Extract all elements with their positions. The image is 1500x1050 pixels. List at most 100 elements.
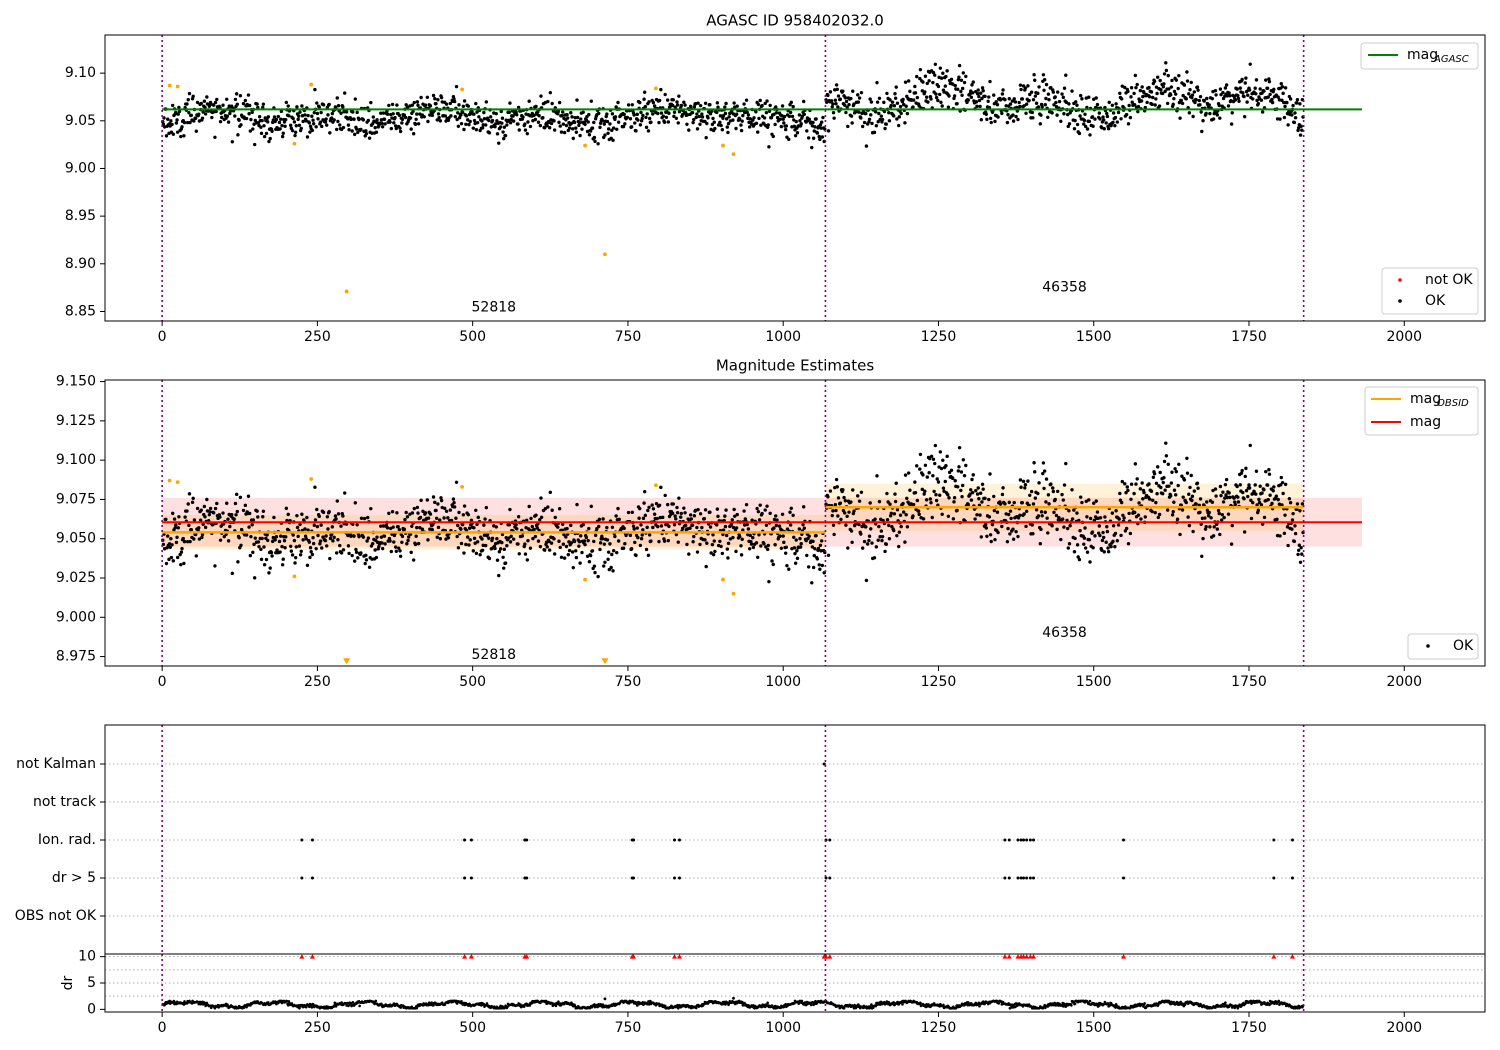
estimates-point: [688, 526, 692, 530]
agasc-point: [1051, 90, 1056, 94]
agasc-point: [897, 115, 902, 119]
agasc-point: [413, 122, 418, 126]
agasc-point: [923, 74, 928, 78]
estimates-point: [273, 538, 277, 542]
agasc-point: [380, 125, 385, 129]
agasc-point: [610, 128, 614, 133]
agasc-point: [244, 116, 249, 121]
agasc-point: [187, 91, 192, 96]
agasc-point: [1064, 73, 1068, 77]
estimates-point: [1281, 491, 1285, 496]
agasc-point: [1298, 102, 1302, 106]
agasc-point: [978, 91, 983, 95]
agasc-point: [179, 134, 183, 139]
dr-point: [601, 1003, 605, 1006]
agasc-point: [887, 119, 892, 123]
agasc-point: [1129, 86, 1134, 90]
agasc-point: [1278, 117, 1282, 121]
estimates-point: [633, 540, 637, 545]
agasc-point: [370, 131, 374, 135]
agasc-point: [454, 84, 459, 89]
agasc-point: [933, 73, 937, 77]
estimates-point: [864, 525, 868, 529]
estimates-point: [759, 544, 763, 548]
estimates-point: [334, 517, 338, 521]
estimates-point: [983, 496, 987, 500]
estimates-point: [614, 514, 618, 518]
agasc-point: [472, 118, 477, 123]
estimates-point: [951, 476, 955, 481]
estimates-point: [817, 563, 821, 567]
agasc-point: [632, 113, 636, 117]
flags-point: [632, 838, 636, 842]
estimates-point: [777, 524, 782, 528]
estimates-point: [638, 543, 643, 548]
estimates-point: [918, 467, 922, 471]
estimates-point: [990, 522, 995, 527]
estimates-point: [250, 523, 254, 527]
estimates-point: [1221, 490, 1225, 494]
estimates-point: [1123, 482, 1127, 486]
estimates-point: [1274, 494, 1279, 498]
agasc-point: [1198, 94, 1203, 99]
agasc-point: [712, 120, 716, 124]
agasc-point: [875, 100, 880, 104]
agasc-point: [369, 100, 373, 105]
estimates-point: [1075, 543, 1080, 547]
estimates-point: [877, 524, 881, 529]
estimates-point: [833, 503, 838, 507]
estimates-point: [918, 452, 923, 457]
estimates-point: [1155, 492, 1159, 496]
estimates-point: [516, 514, 521, 519]
flags-point: [469, 838, 473, 842]
estimates-point: [932, 489, 936, 494]
estimates-point: [1070, 488, 1074, 492]
agasc-point: [1127, 103, 1131, 108]
estimates-point: [1060, 517, 1065, 521]
estimates-point: [330, 525, 335, 529]
agasc-point: [949, 77, 954, 81]
estimates-point: [826, 495, 830, 499]
agasc-point: [1184, 97, 1188, 101]
estimates-point: [674, 517, 678, 521]
estimates-point: [482, 523, 486, 527]
agasc-point: [985, 117, 989, 122]
estimates-point: [644, 547, 649, 552]
estimates-point: [772, 526, 776, 530]
agasc-point: [334, 127, 339, 132]
agasc-point: [1032, 73, 1036, 77]
agasc-point: [817, 134, 821, 139]
agasc-point: [716, 105, 720, 109]
agasc-point: [319, 110, 323, 115]
agasc-point: [885, 91, 889, 96]
estimates-point: [467, 543, 471, 547]
estimates-point: [768, 511, 772, 516]
agasc-point: [877, 111, 881, 116]
estimates-point: [780, 528, 784, 533]
agasc-point: [1111, 120, 1115, 125]
agasc-point: [1033, 94, 1038, 98]
agasc-point: [649, 120, 653, 124]
agasc-point: [354, 127, 359, 131]
agasc-point: [194, 129, 198, 133]
estimates-point: [297, 544, 302, 548]
estimates-point: [308, 555, 312, 560]
agasc-point: [1060, 92, 1064, 96]
estimates-point: [1053, 497, 1057, 502]
estimates-point: [539, 496, 543, 500]
estimates-point: [1267, 472, 1272, 476]
estimates-point: [1046, 531, 1050, 535]
agasc-point: [356, 130, 360, 135]
estimates-point: [898, 513, 903, 517]
agasc-point: [635, 112, 639, 117]
agasc-point: [521, 115, 525, 119]
estimates-point: [480, 537, 484, 541]
estimates-point: [611, 569, 615, 573]
estimates-point: [1187, 523, 1192, 528]
agasc-point: [548, 90, 553, 95]
agasc-point: [683, 103, 687, 107]
estimates-point: [602, 564, 606, 568]
agasc-point: [772, 112, 776, 117]
estimates-point: [1283, 482, 1288, 487]
estimates-point: [641, 516, 646, 521]
